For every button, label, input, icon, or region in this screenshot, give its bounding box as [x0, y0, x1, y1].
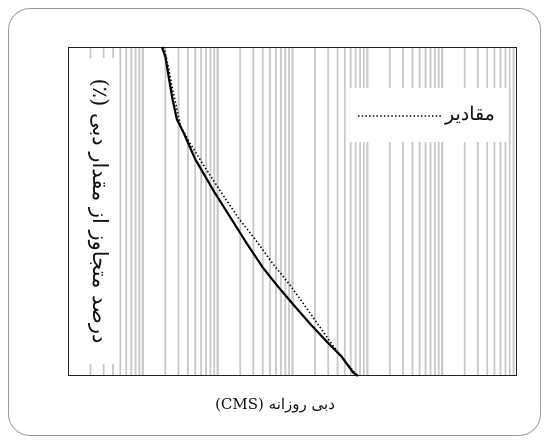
legend-label: مقادیر	[445, 103, 495, 125]
series-line-0	[160, 46, 359, 377]
y-label-box	[84, 58, 118, 364]
legend-box	[350, 88, 508, 142]
y-axis-label: درصد متجاوز از مقدار دبی (٪)	[88, 78, 112, 344]
x-axis-label: دبی روزانه (CMS)	[215, 395, 335, 413]
series-line-1	[162, 46, 359, 377]
